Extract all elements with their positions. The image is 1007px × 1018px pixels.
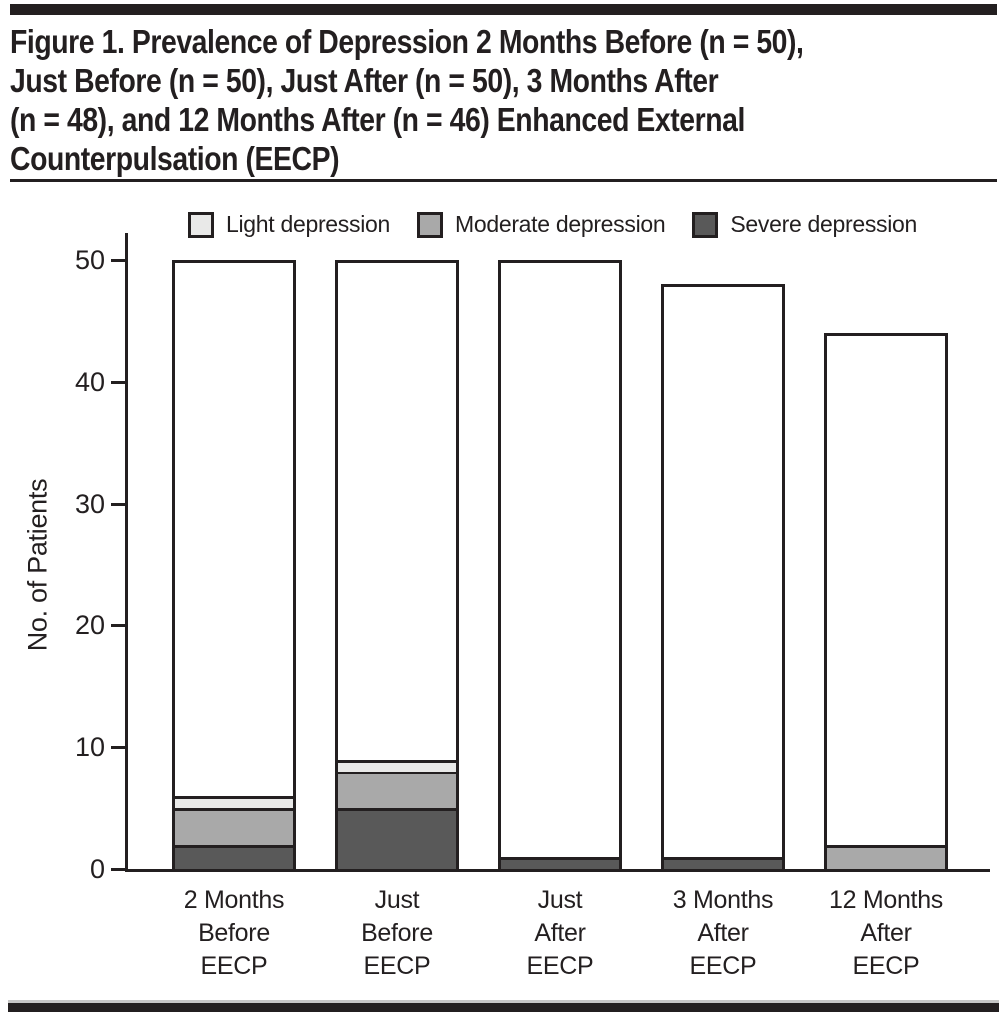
y-tick-label: 40 (74, 367, 105, 397)
y-axis-line (125, 233, 128, 872)
legend-label: Severe depression (730, 211, 918, 237)
x-category-label-line: Just (374, 886, 420, 914)
figure-title-line: Figure 1. Prevalence of Depression 2 Mon… (10, 23, 804, 60)
y-tick-mark (111, 624, 125, 627)
legend-label: Light depression (226, 211, 390, 237)
x-category-label: Just After EECP (475, 884, 645, 983)
y-tick-label: 50 (74, 245, 105, 275)
x-category-label-line: After (697, 919, 749, 947)
bar-segment-light (338, 760, 456, 772)
y-tick-mark (111, 381, 125, 384)
x-category-label-line: Just (537, 886, 583, 914)
bar-2 (335, 260, 459, 872)
figure-bottom-rule-gray (8, 1000, 999, 1003)
x-category-label-line: Before (198, 919, 270, 947)
legend-swatch-light (188, 211, 214, 238)
y-tick-label: 0 (89, 854, 105, 884)
bar-segment-moderate (175, 808, 293, 845)
bar-segment-moderate (827, 845, 945, 869)
y-tick-mark (111, 503, 125, 506)
bar-segment-moderate (338, 771, 456, 808)
bar-segment-severe (501, 857, 619, 869)
bar-3 (498, 260, 622, 872)
x-category-label-line: EECP (363, 952, 431, 980)
bar-segment-light (175, 796, 293, 808)
y-tick-label: 30 (74, 489, 105, 519)
x-category-label-line: 2 Months (183, 886, 285, 914)
x-category-label: 3 Months After EECP (638, 884, 808, 983)
x-category-label-line: EECP (852, 952, 920, 980)
x-category-label: 2 Months Before EECP (149, 884, 319, 983)
x-category-label: Just Before EECP (312, 884, 482, 983)
legend-item-moderate: Moderate depression (416, 211, 666, 238)
y-tick-mark (111, 746, 125, 749)
figure-bottom-rule (8, 1003, 999, 1012)
x-category-label-line: After (860, 919, 912, 947)
title-divider-rule (10, 179, 997, 182)
bar-4 (661, 284, 785, 872)
y-tick-label: 10 (74, 732, 105, 762)
figure-top-rule (10, 4, 997, 15)
bar-segment-severe (338, 808, 456, 869)
x-category-label-line: 12 Months (828, 886, 944, 914)
legend-item-light: Light depression (188, 211, 390, 238)
x-category-label-line: EECP (200, 952, 268, 980)
y-tick-label: 20 (74, 610, 105, 640)
figure-title-line: (n = 48), and 12 Months After (n = 46) E… (10, 101, 745, 138)
bar-1 (172, 260, 296, 872)
figure-title-line: Counterpulsation (EECP) (10, 140, 340, 177)
legend-item-severe: Severe depression (692, 211, 917, 238)
bar-segment-severe (664, 857, 782, 869)
legend-swatch-moderate (416, 211, 443, 238)
chart-legend: Light depression Moderate depression Sev… (188, 211, 917, 238)
legend-swatch-severe (692, 211, 719, 238)
figure-title: Figure 1. Prevalence of Depression 2 Mon… (10, 22, 995, 178)
x-category-label-line: EECP (526, 952, 594, 980)
bar-segment-severe (175, 845, 293, 869)
bar-5 (824, 333, 948, 872)
legend-label: Moderate depression (454, 211, 666, 237)
figure-title-line: Just Before (n = 50), Just After (n = 50… (10, 62, 719, 99)
x-category-label: 12 Months After EECP (801, 884, 971, 983)
y-tick-mark (111, 868, 125, 871)
x-category-label-line: After (534, 919, 586, 947)
x-category-label-line: Before (361, 919, 433, 947)
x-category-label-line: 3 Months (672, 886, 774, 914)
x-category-label-line: EECP (689, 952, 757, 980)
y-tick-mark (111, 259, 125, 262)
